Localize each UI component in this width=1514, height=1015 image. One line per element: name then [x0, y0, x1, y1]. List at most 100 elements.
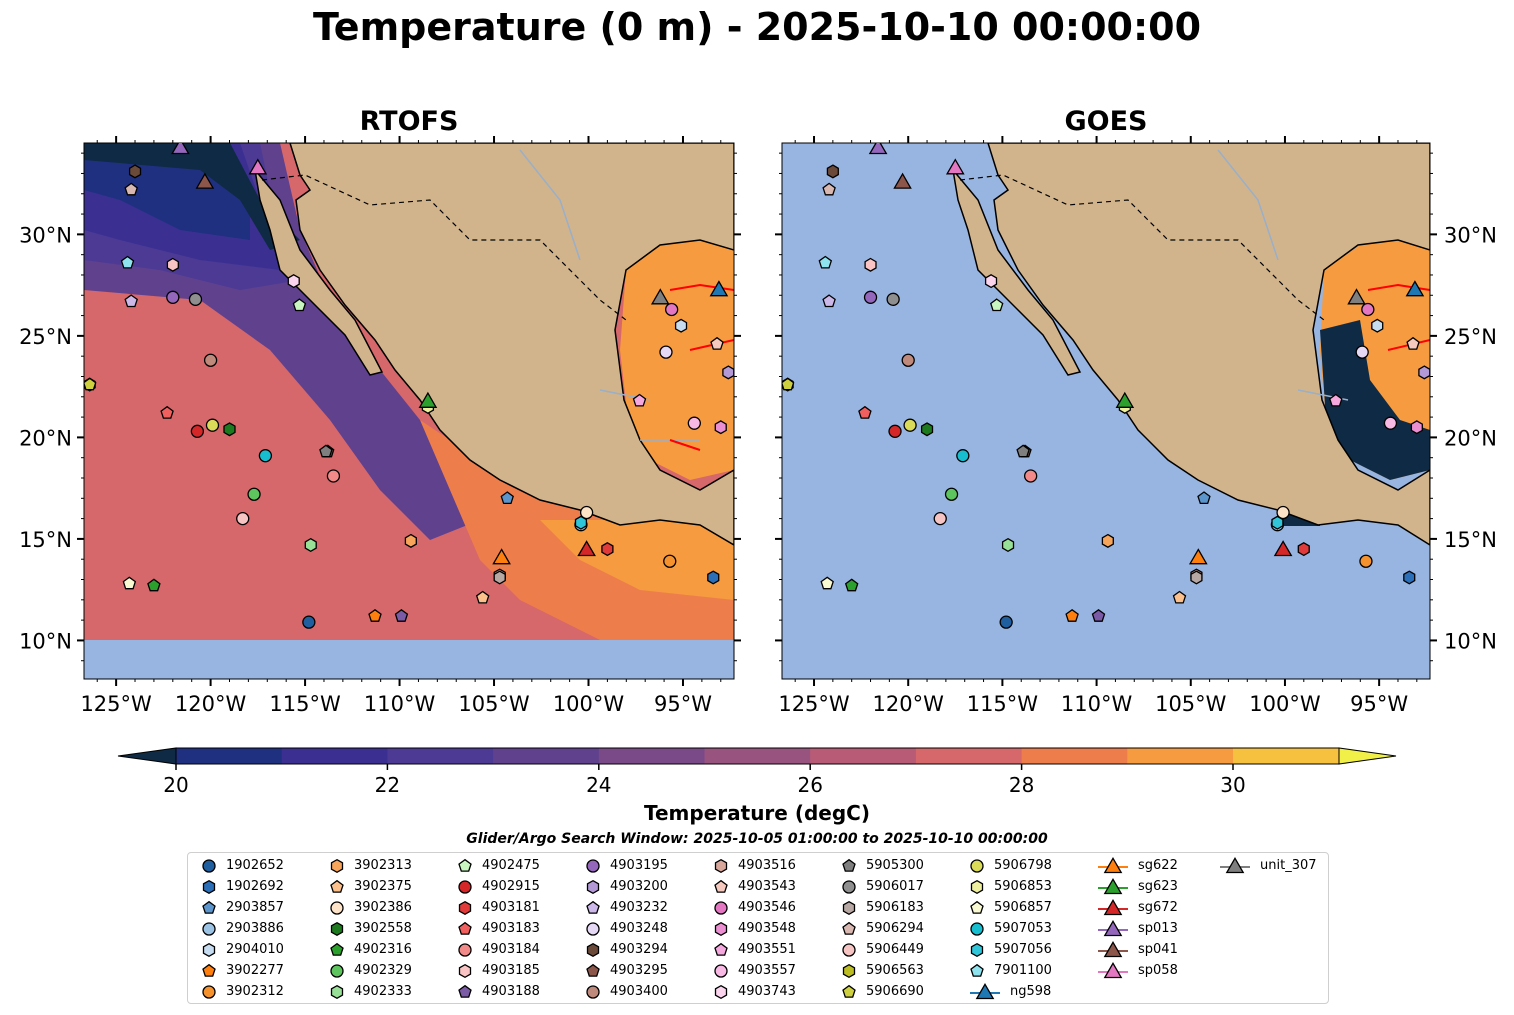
platform-marker-3902558: [920, 422, 934, 437]
y-tick-label: 10°N: [19, 629, 72, 653]
y-tick-label: 25°N: [1444, 325, 1497, 349]
legend-marker: [202, 879, 216, 894]
platform-marker-4903185: [864, 257, 877, 272]
platform-marker-5906690: [782, 377, 795, 391]
platform-marker-4902475: [990, 298, 1004, 312]
legend-item: 5906857: [968, 897, 1052, 918]
legend-label: 4903195: [610, 858, 668, 873]
legend-marker-shape: [330, 879, 344, 893]
legend-label: 5906183: [866, 900, 924, 915]
platform-marker-3902386: [1276, 505, 1290, 520]
platform-marker-4903248: [1355, 345, 1369, 359]
legend-item: 1902692: [200, 876, 284, 897]
platform-marker-3902313: [404, 533, 417, 548]
platform-marker-5906857: [820, 576, 834, 590]
legend-marker-shape: [586, 963, 600, 977]
legend-item: 4902329: [328, 960, 412, 981]
platform-marker-4903181: [1297, 542, 1310, 557]
legend-item: 4903232: [584, 897, 668, 918]
x-tick-label: 95°W: [654, 692, 712, 716]
platform-marker-4902333: [304, 537, 317, 553]
y-tick-label: 30°N: [19, 223, 72, 247]
rtofs-map: [84, 143, 734, 679]
legend-marker: [714, 963, 728, 978]
platform-marker-sp058: [248, 158, 268, 175]
legend-item: 3902558: [328, 918, 412, 939]
legend-item: ng598: [968, 981, 1052, 1002]
legend-label: 2903886: [226, 921, 284, 936]
legend-marker: [202, 900, 216, 914]
platform-marker-5906294: [822, 182, 836, 196]
legend-item: sp041: [1096, 939, 1178, 960]
legend-marker-shape: [330, 900, 344, 915]
platform-marker-4902333: [1001, 537, 1015, 553]
legend-label: 3902312: [226, 984, 284, 999]
platform-marker-4902316: [147, 578, 161, 592]
legend-item: 4903546: [712, 897, 796, 918]
legend-marker-shape: [1103, 919, 1123, 936]
platform-marker-4903294: [128, 164, 142, 179]
platform-marker-5907053: [956, 449, 970, 463]
legend-marker-shape: [975, 982, 995, 999]
legend-marker-shape: [330, 942, 344, 956]
y-tick-label: 15°N: [19, 528, 72, 552]
legend-marker: [586, 942, 600, 957]
platform-marker-2904010: [1371, 318, 1384, 333]
legend-marker-shape: [586, 879, 600, 894]
warmest-coastal-zone: [540, 520, 734, 600]
platform-marker-4903551: [1329, 393, 1343, 407]
legend-marker-shape: [842, 921, 856, 935]
colorbar-extend-max: [1338, 747, 1397, 765]
platform-marker-4902915: [190, 424, 205, 438]
platform-marker-3902277: [368, 609, 382, 622]
legend-label: 5906017: [866, 879, 924, 894]
colorbar-segment: [1127, 748, 1234, 764]
goes-markers: [782, 143, 1430, 629]
legend-item: 4903248: [584, 918, 668, 939]
colorbar-tick-label: 24: [586, 773, 611, 797]
legend-marker: [202, 942, 216, 957]
x-tick-label: 100°W: [553, 692, 625, 716]
platform-marker-4903546: [1361, 302, 1375, 317]
platform-marker-4903548: [714, 420, 727, 435]
legend-marker: [458, 921, 472, 935]
legend-label: 4903183: [482, 921, 540, 936]
legend-item: 4903195: [584, 855, 668, 876]
x-tick-label: 125°W: [80, 692, 152, 716]
legend-marker: [1098, 961, 1128, 978]
x-tick-label: 110°W: [364, 692, 436, 716]
colorbar: 20 22 24 26 28 30: [117, 747, 1397, 797]
legend-item: 5906853: [968, 876, 1052, 897]
legend-marker-shape: [1103, 898, 1123, 915]
platform-marker-5906183: [493, 570, 506, 585]
legend-column: unit_307: [1218, 855, 1317, 876]
legend-marker: [842, 984, 856, 998]
legend-item: 4902333: [328, 981, 412, 1002]
y-tick-label: 20°N: [19, 426, 72, 450]
legend-label: 4903188: [482, 984, 540, 999]
legend-marker-shape: [842, 858, 856, 872]
legend-label: 4903400: [610, 984, 668, 999]
platform-marker-4903743: [287, 274, 300, 289]
legend-marker-shape: [586, 984, 600, 999]
platform-marker-4902475: [292, 298, 307, 312]
legend-item: 4902316: [328, 939, 412, 960]
legend-item: 4903181: [456, 897, 540, 918]
platform-marker-4903232: [822, 294, 836, 308]
legend-marker-shape: [458, 942, 472, 957]
legend-label: 4903546: [738, 900, 796, 915]
legend-item: 4903295: [584, 960, 668, 981]
legend-label: 3902277: [226, 963, 284, 978]
legend-item: 4903200: [584, 876, 668, 897]
platform-marker-5906183: [1190, 570, 1203, 585]
legend-column: 3902313 3902375 3902386 3902558 4902316 49023…: [328, 855, 412, 1002]
platform-marker-4903294: [826, 164, 839, 179]
land: [987, 143, 1430, 546]
platform-marker-5906449: [236, 511, 250, 526]
legend-marker: [330, 879, 344, 893]
platform-marker-1902652: [302, 615, 316, 629]
legend-item: 7901100: [968, 960, 1052, 981]
legend-item: 5907056: [968, 939, 1052, 960]
legend-label: 4902316: [354, 942, 412, 957]
